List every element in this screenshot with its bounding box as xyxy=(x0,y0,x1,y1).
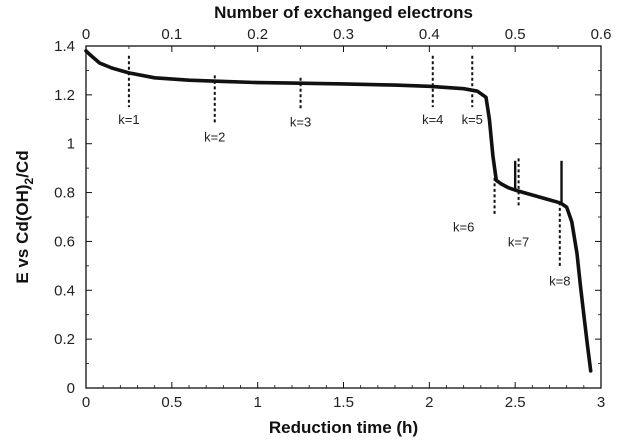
x-axis-title: Reduction time (h) xyxy=(269,418,418,437)
y-tick-label: 0.6 xyxy=(54,233,75,250)
top-tick-label: 0 xyxy=(82,26,90,43)
plot-area: k=1 k=2 k=3 k=4 k=5 k=6 k=7 k=8 xyxy=(84,49,593,373)
k-marker-label: k=1 xyxy=(118,112,139,127)
x-tick-label: 0 xyxy=(82,394,90,411)
y-axis-title-main: E vs Cd(OH) xyxy=(13,184,32,283)
top-tick-label: 0.4 xyxy=(419,26,440,43)
y-axis-title: E vs Cd(OH)2/Cd xyxy=(13,150,36,283)
top-axis-title: Number of exchanged electrons xyxy=(214,3,473,22)
top-tick-label: 0.5 xyxy=(505,26,526,43)
y-axis-title-subscript: 2 xyxy=(22,177,36,184)
k-marker-label: k=2 xyxy=(204,129,225,144)
axes: 0 0.5 1 1.5 2 2.5 3 0 0.1 0.2 0.3 0.4 0.5 0.6 0 0.2 0.4 0… xyxy=(54,26,611,411)
x-tick-label: 1 xyxy=(253,394,261,411)
y-tick-label: 0.8 xyxy=(54,185,75,202)
k-marker-label: k=7 xyxy=(508,234,529,249)
k-marker-label: k=5 xyxy=(462,112,483,127)
y-tick-label: 0.4 xyxy=(54,282,75,299)
y-tick-label: 0.2 xyxy=(54,331,75,348)
k-marker-label: k=4 xyxy=(422,112,443,127)
plot-frame xyxy=(85,45,602,389)
k-marker-label: k=8 xyxy=(549,273,570,288)
y-tick-label: 1 xyxy=(67,136,75,153)
series-line xyxy=(84,49,593,373)
labels: Reduction time (h) Number of exchanged e… xyxy=(13,3,473,437)
top-tick-label: 0.6 xyxy=(591,26,612,43)
top-tick-label: 0.1 xyxy=(161,26,182,43)
x-tick-label: 1.5 xyxy=(333,394,354,411)
x-tick-label: 2 xyxy=(425,394,433,411)
y-tick-label: 0 xyxy=(67,380,75,397)
y-axis-title-tail: /Cd xyxy=(13,150,32,177)
y-tick-label: 1.4 xyxy=(54,38,75,55)
y-tick-label: 1.2 xyxy=(54,87,75,104)
top-tick-label: 0.2 xyxy=(247,26,268,43)
x-tick-label: 2.5 xyxy=(505,394,526,411)
x-tick-label: 0.5 xyxy=(161,394,182,411)
k-marker-label: k=3 xyxy=(290,115,311,130)
top-tick-label: 0.3 xyxy=(333,26,354,43)
x-tick-label: 3 xyxy=(597,394,605,411)
k-marker-label: k=6 xyxy=(453,220,474,235)
